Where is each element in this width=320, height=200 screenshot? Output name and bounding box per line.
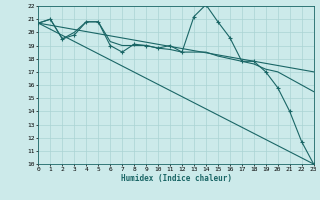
- X-axis label: Humidex (Indice chaleur): Humidex (Indice chaleur): [121, 174, 231, 183]
